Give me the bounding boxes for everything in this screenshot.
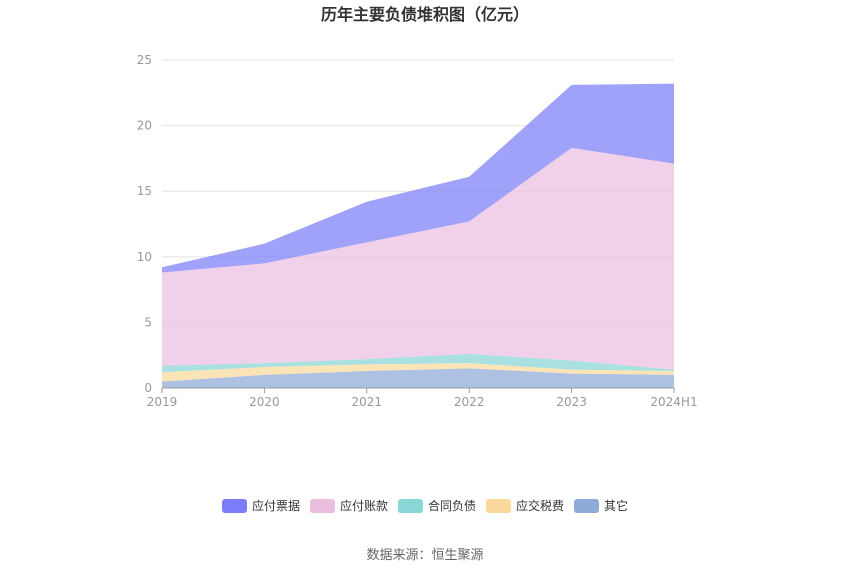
legend-swatch bbox=[222, 499, 247, 513]
data-source: 数据来源：恒生聚源 bbox=[366, 548, 483, 563]
legend-swatch bbox=[398, 499, 423, 513]
y-tick-label: 10 bbox=[137, 250, 152, 264]
x-tick-label: 2020 bbox=[249, 395, 280, 409]
x-tick-label: 2019 bbox=[147, 395, 178, 409]
area-series bbox=[162, 83, 674, 388]
legend-label: 应交税费 bbox=[516, 498, 564, 513]
y-tick-label: 25 bbox=[137, 53, 152, 67]
legend-swatch bbox=[310, 499, 335, 513]
area-series-1 bbox=[162, 368, 674, 388]
legend-label: 应付账款 bbox=[340, 498, 388, 513]
legend-label: 其它 bbox=[604, 498, 628, 513]
x-tick-label: 2023 bbox=[556, 395, 587, 409]
legend: 应付票据 应付账款 合同负债 应交税费 其它 bbox=[222, 498, 628, 513]
legend-label: 合同负债 bbox=[428, 498, 476, 513]
chart-title: 历年主要负债堆积图（亿元） bbox=[321, 5, 529, 24]
area-series-4 bbox=[162, 147, 674, 370]
y-tick-label: 0 bbox=[144, 381, 152, 395]
y-tick-label: 20 bbox=[137, 119, 152, 133]
area-series-5 bbox=[162, 83, 674, 273]
x-tick-label: 2024H1 bbox=[650, 395, 697, 409]
area-series-3 bbox=[162, 353, 674, 373]
legend-label: 应付票据 bbox=[252, 498, 300, 513]
y-axis-ticks: 0 5 10 15 20 25 bbox=[137, 53, 152, 395]
y-tick-label: 5 bbox=[144, 315, 152, 329]
area-series-2 bbox=[162, 363, 674, 382]
x-tick-label: 2021 bbox=[352, 395, 383, 409]
x-tick-label: 2022 bbox=[454, 395, 485, 409]
y-tick-label: 15 bbox=[137, 184, 152, 198]
x-axis-ticks: 2019 2020 2021 2022 2023 2024H1 bbox=[147, 395, 698, 409]
x-axis bbox=[161, 387, 675, 393]
legend-swatch bbox=[574, 499, 599, 513]
legend-swatch bbox=[486, 499, 511, 513]
